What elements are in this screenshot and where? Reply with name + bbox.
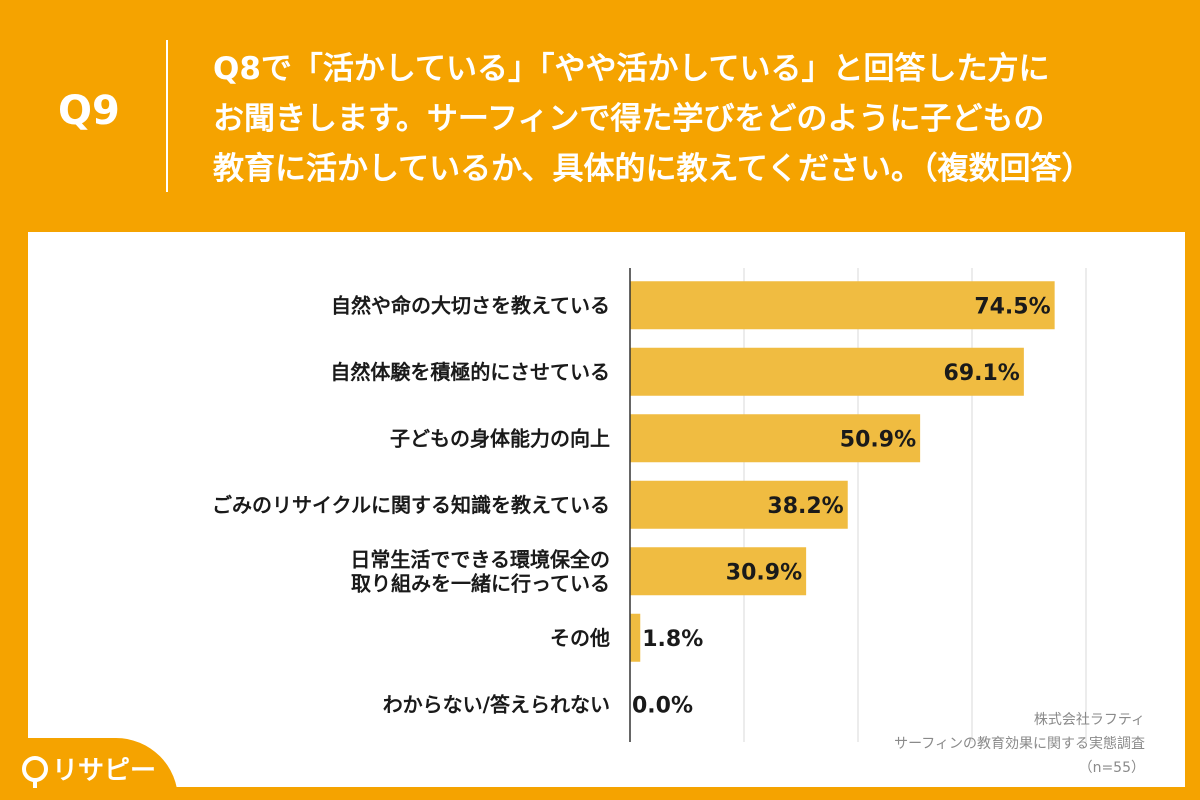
value-label-7: 0.0% <box>632 693 693 718</box>
value-label-3: 50.9% <box>840 427 916 452</box>
bar-4 <box>630 480 848 529</box>
magnifier-icon <box>22 756 48 788</box>
bar-2 <box>630 347 1024 396</box>
value-label-2: 69.1% <box>944 361 1020 386</box>
category-label-5-2: 取り組みを一緒に行っている <box>351 571 610 595</box>
question-number: Q9 <box>58 88 120 134</box>
value-label-4: 38.2% <box>767 494 843 519</box>
source-survey: サーフィンの教育効果に関する実態調査 <box>894 736 1145 752</box>
question-line-1: Q8で「活かしている」「やや活かしている」と回答した方に <box>213 51 1050 87</box>
brand-logo: リサピー <box>22 750 157 788</box>
category-label-3: 子どもの身体能力の向上 <box>390 426 610 450</box>
category-label-4: ごみのリサイクルに関する知識を教えている <box>212 493 610 517</box>
source-company: 株式会社ラフティ <box>1033 712 1145 728</box>
question-header: Q9 Q8で「活かしている」「やや活かしている」と回答した方に お聞きします。サ… <box>0 0 1200 225</box>
question-line-3: 教育に活かしているか、具体的に教えてください。（複数回答） <box>213 151 1093 187</box>
bar-chart: 74.5% 自然や命の大切さを教えている 69.1% 自然体験を積極的にさせている 50… <box>212 268 1087 742</box>
bar-6 <box>630 613 641 662</box>
logo-text: リサピー <box>52 756 157 786</box>
source-note: 株式会社ラフティ サーフィンの教育効果に関する実態調査 （n=55） <box>894 708 1145 780</box>
bar-1 <box>630 281 1055 330</box>
bar-3 <box>630 414 921 463</box>
category-label-1: 自然や命の大切さを教えている <box>331 293 610 317</box>
chart-panel: 74.5% 自然や命の大切さを教えている 69.1% 自然体験を積極的にさせている 50… <box>28 232 1185 787</box>
bar-5 <box>630 547 807 596</box>
question-text: Q8で「活かしている」「やや活かしている」と回答した方に お聞きします。サーフィ… <box>213 44 1173 194</box>
value-label-6: 1.8% <box>642 627 703 652</box>
category-label-7: わからない/答えられない <box>383 692 610 716</box>
value-label-1: 74.5% <box>974 294 1050 319</box>
question-line-2: お聞きします。サーフィンで得た学びをどのように子どもの <box>213 101 1045 137</box>
category-label-6: その他 <box>550 626 610 650</box>
source-sample: （n=55） <box>1078 760 1145 776</box>
value-label-5: 30.9% <box>726 560 802 585</box>
category-label-5-1: 日常生活でできる環境保全の <box>350 547 610 571</box>
header-divider <box>166 40 168 192</box>
category-label-2: 自然体験を積極的にさせている <box>330 360 610 384</box>
